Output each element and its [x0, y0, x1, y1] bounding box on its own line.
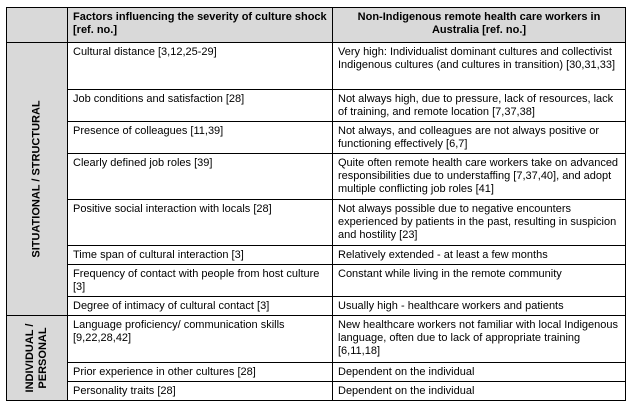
value-cell: Dependent on the individual — [332, 362, 626, 382]
factor-cell: Presence of colleagues [11,39] — [67, 121, 333, 154]
category-cell-individual: INDIVIDUAL / PERSONAL — [6, 315, 68, 401]
factor-cell: Cultural distance [3,12,25-29] — [67, 42, 333, 90]
culture-shock-table: Factors influencing the severity of cult… — [6, 7, 626, 401]
factor-cell: Language proficiency/ communication skil… — [67, 315, 333, 363]
factor-cell: Degree of intimacy of cultural contact [… — [67, 296, 333, 316]
table-row: Prior experience in other cultures [28] … — [7, 362, 626, 382]
value-cell: Very high: Individualist dominant cultur… — [332, 42, 626, 90]
table-row: INDIVIDUAL / PERSONAL Language proficien… — [6, 315, 626, 401]
category-label-situational: SITUATIONAL / STRUCTURAL — [30, 100, 43, 258]
table-row: Frequency of contact with people from ho… — [7, 264, 626, 297]
table-row: Time span of cultural interaction [3] Re… — [7, 245, 626, 265]
header-non-indigenous: Non-Indigenous remote health care worker… — [332, 7, 626, 43]
table-row: SITUATIONAL / STRUCTURAL Cultural distan… — [6, 42, 626, 316]
value-cell: Dependent on the individual — [332, 381, 626, 401]
table-row: Positive social interaction with locals … — [7, 199, 626, 246]
value-cell: Not always possible due to negative enco… — [332, 199, 626, 246]
category-label-individual: INDIVIDUAL / PERSONAL — [24, 323, 49, 393]
header-row: Factors influencing the severity of cult… — [6, 7, 626, 43]
value-cell: Quite often remote health care workers t… — [332, 153, 626, 200]
factor-cell: Job conditions and satisfaction [28] — [67, 89, 333, 122]
value-cell: Not always, and colleagues are not alway… — [332, 121, 626, 154]
factor-cell: Positive social interaction with locals … — [67, 199, 333, 246]
value-cell: Usually high - healthcare workers and pa… — [332, 296, 626, 316]
culture-shock-table-frame: Factors influencing the severity of cult… — [6, 7, 626, 408]
table-row: Presence of colleagues [11,39] Not alway… — [7, 121, 626, 154]
category-cell-situational: SITUATIONAL / STRUCTURAL — [6, 42, 68, 316]
value-cell: Constant while living in the remote comm… — [332, 264, 626, 297]
header-blank-cell — [6, 7, 68, 43]
value-cell: New healthcare workers not familiar with… — [332, 315, 626, 363]
factor-cell: Clearly defined job roles [39] — [67, 153, 333, 200]
value-cell: Relatively extended - at least a few mon… — [332, 245, 626, 265]
factor-cell: Prior experience in other cultures [28] — [67, 362, 333, 382]
factor-cell: Frequency of contact with people from ho… — [67, 264, 333, 297]
header-factor: Factors influencing the severity of cult… — [67, 7, 333, 43]
factor-cell: Time span of cultural interaction [3] — [67, 245, 333, 265]
table-row: Personality traits [28] Dependent on the… — [7, 381, 626, 401]
factor-cell: Personality traits [28] — [67, 381, 333, 401]
table-row: Degree of intimacy of cultural contact [… — [7, 296, 626, 316]
value-cell: Not always high, due to pressure, lack o… — [332, 89, 626, 122]
table-row: Clearly defined job roles [39] Quite oft… — [7, 153, 626, 200]
table-row: Job conditions and satisfaction [28] Not… — [7, 89, 626, 122]
